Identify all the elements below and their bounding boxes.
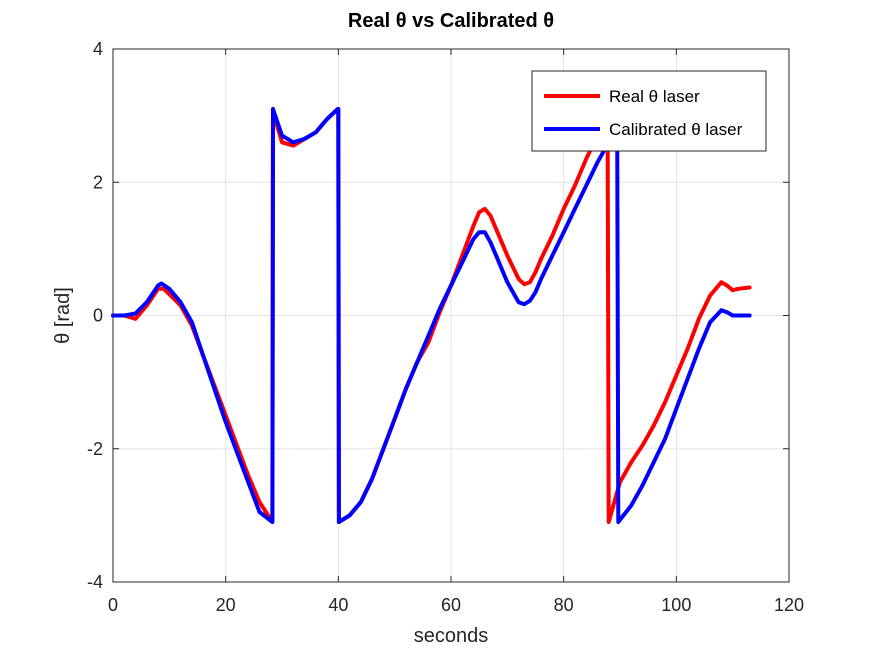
x-tick-label: 40: [328, 595, 348, 615]
x-tick-label: 20: [216, 595, 236, 615]
legend: Real θ laser Calibrated θ laser: [531, 70, 767, 152]
series-line-calibrated-theta: [111, 107, 752, 524]
x-tick-label: 100: [661, 595, 691, 615]
legend-label-calibrated: Calibrated θ laser: [609, 120, 743, 139]
x-axis-label: seconds: [414, 625, 489, 647]
x-tick-label: 120: [774, 595, 804, 615]
y-tick-label: 4: [93, 39, 103, 59]
x-tick-label: 0: [108, 595, 118, 615]
series-lines: [111, 107, 752, 524]
legend-label-real: Real θ laser: [609, 87, 700, 106]
y-tick-label: 2: [93, 172, 103, 192]
y-tick-label: -2: [87, 439, 103, 459]
y-tick-labels: -4 -2 0 2 4: [87, 39, 103, 592]
legend-box: [531, 70, 767, 152]
y-tick-label: -4: [87, 572, 103, 592]
chart-title: Real θ vs Calibrated θ: [348, 10, 554, 32]
x-tick-label: 60: [441, 595, 461, 615]
axis-ticks: [112, 48, 790, 583]
x-tick-label: 80: [554, 595, 574, 615]
y-axis-label: θ [rad]: [52, 287, 74, 344]
y-tick-label: 0: [93, 306, 103, 326]
x-tick-labels: 0 20 40 60 80 100 120: [108, 595, 804, 615]
